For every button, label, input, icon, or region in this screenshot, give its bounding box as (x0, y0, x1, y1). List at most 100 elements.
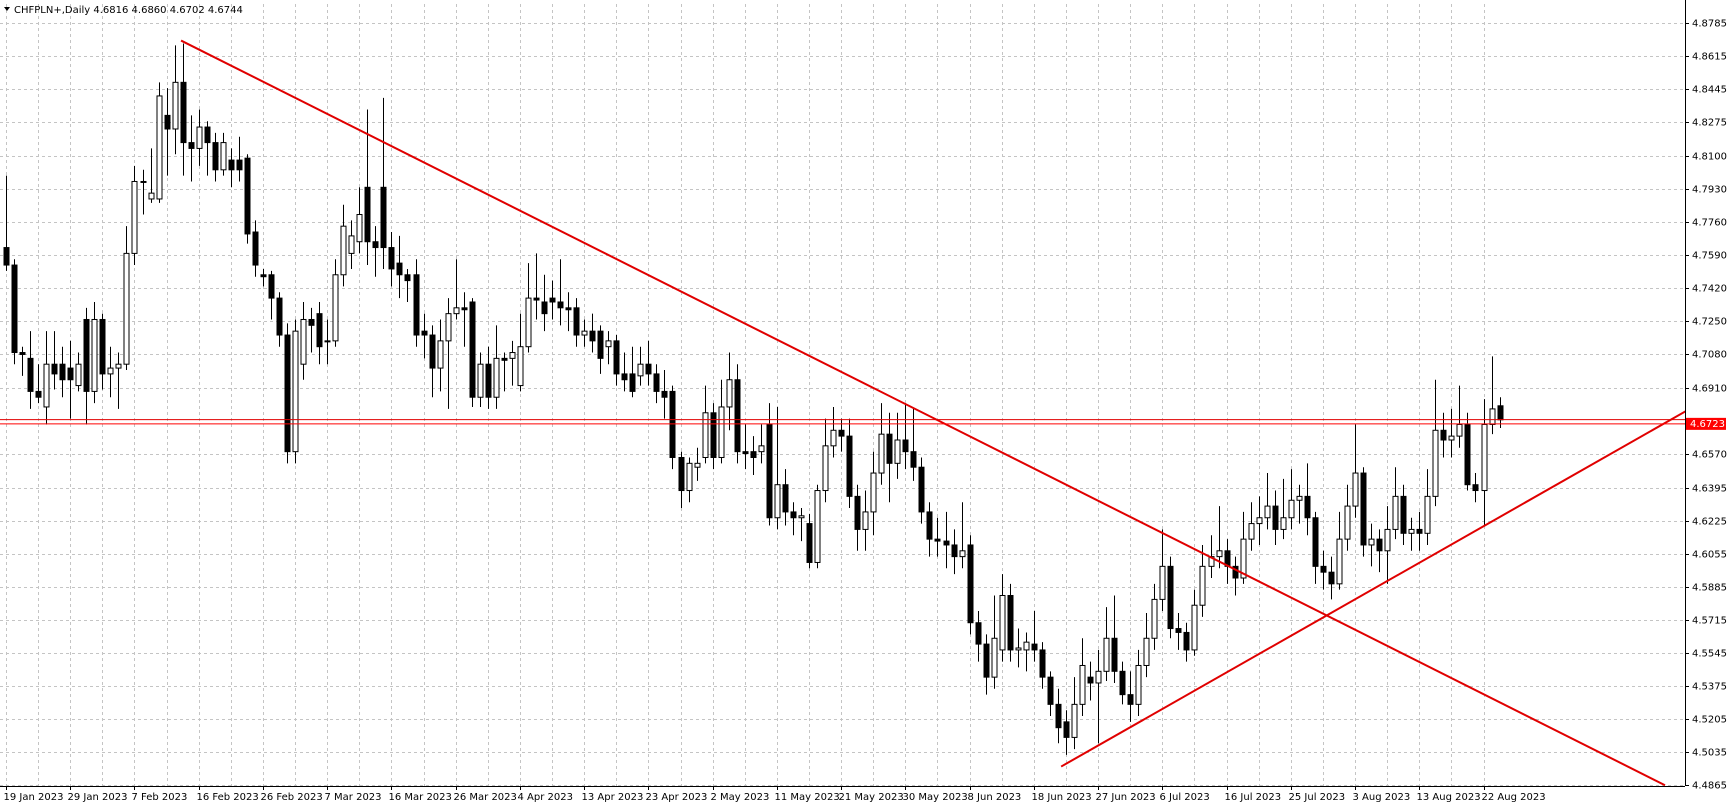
candle-body (364, 186, 371, 243)
candle-body (1328, 571, 1335, 585)
candle-body (493, 357, 500, 398)
candle-body (509, 352, 516, 359)
x-tick-label: 18 Jun 2023 (1032, 792, 1092, 803)
candle-body (1392, 495, 1399, 530)
candle-body (541, 301, 548, 315)
candle-body (1344, 505, 1351, 540)
candle-body (1079, 664, 1086, 705)
candle-body (332, 274, 339, 342)
candle-body (621, 373, 628, 381)
candle-body (597, 330, 604, 359)
candle-body (838, 429, 845, 437)
candle-body (581, 330, 588, 336)
candle-body (846, 435, 853, 497)
candle-body (236, 159, 243, 171)
candle-body (421, 330, 428, 336)
candle-body (734, 379, 741, 453)
candle-body (661, 390, 668, 398)
candle-body (156, 95, 163, 200)
y-tick-label: 4.6395 (1692, 484, 1727, 495)
candle-body (1191, 604, 1198, 651)
candle-body (1256, 517, 1263, 525)
y-tick-label: 4.7250 (1692, 317, 1727, 328)
candle-body (1007, 595, 1014, 651)
candle-body (204, 126, 211, 144)
candle-body (429, 334, 436, 369)
candle-body (645, 363, 652, 375)
candle-body (653, 373, 660, 392)
candle-body (1135, 664, 1142, 705)
candle-body (1376, 538, 1383, 552)
candle-body (830, 429, 837, 447)
candle-body (1103, 637, 1110, 672)
candle-body (1087, 676, 1094, 684)
candle-body (43, 363, 50, 408)
candle-body (1031, 643, 1038, 651)
candle-body (870, 472, 877, 513)
candle-body (292, 330, 299, 453)
candle-body (991, 637, 998, 678)
candle-body (718, 406, 725, 458)
x-tick-label: 3 Aug 2023 (1353, 792, 1411, 803)
candle-body (164, 114, 171, 130)
trend-line (180, 39, 1666, 786)
y-tick-label: 4.8100 (1692, 152, 1727, 163)
candle-body (951, 544, 958, 558)
candle-body (276, 297, 283, 336)
candle-body (790, 511, 797, 519)
y-tick-label: 4.5035 (1692, 748, 1727, 759)
candle-body (533, 297, 540, 301)
y-tick-label: 4.7420 (1692, 284, 1727, 295)
candle-body (573, 307, 580, 336)
chart-title: CHFPLN+,Daily 4.6816 4.6860 4.6702 4.674… (14, 5, 243, 16)
x-tick-label: 22 Aug 2023 (1482, 792, 1546, 803)
candle-body (517, 346, 524, 387)
candle-body (131, 180, 138, 254)
x-tick-label: 6 Jul 2023 (1160, 792, 1210, 803)
candle-body (148, 192, 155, 200)
candle-body (862, 511, 869, 530)
candle-body (702, 412, 709, 458)
candle-body (822, 445, 829, 492)
x-tick-label: 16 Mar 2023 (389, 792, 452, 803)
candle-body (140, 180, 147, 183)
candle-body (19, 352, 26, 355)
candle-body (340, 225, 347, 276)
candle-body (1264, 505, 1271, 519)
candle-body (1448, 435, 1455, 441)
price-label-box (1686, 417, 1726, 430)
candle-body (710, 412, 717, 458)
x-tick-label: 13 Aug 2023 (1417, 792, 1481, 803)
x-tick-label: 8 Jun 2023 (968, 792, 1022, 803)
candle-body (1432, 429, 1439, 497)
candle-body (967, 544, 974, 624)
candle-body (1416, 528, 1423, 534)
candle-body (396, 262, 403, 276)
candle-body (1023, 641, 1030, 651)
candle-body (1127, 694, 1134, 705)
candle-body (983, 643, 990, 678)
candle-body (589, 330, 596, 342)
candle-body (886, 433, 893, 464)
candle-body (461, 307, 468, 311)
candle-body (180, 81, 187, 144)
candle-body (565, 307, 572, 311)
candle-body (388, 247, 395, 270)
candle-body (413, 274, 420, 336)
candle-body (878, 433, 885, 474)
candle-body (35, 390, 42, 398)
candle-body (1183, 631, 1190, 651)
candle-body (1368, 538, 1375, 546)
candle-body (123, 252, 130, 365)
candle-body (469, 301, 476, 398)
candle-body (637, 363, 644, 377)
candle-body (943, 540, 950, 546)
x-tick-label: 16 Jul 2023 (1225, 792, 1282, 803)
candle-body (726, 379, 733, 408)
candle-body (1071, 703, 1078, 738)
candle-body (1175, 628, 1182, 633)
candle-body (629, 373, 636, 392)
candle-body (999, 595, 1006, 651)
x-tick-label: 13 Apr 2023 (582, 792, 644, 803)
